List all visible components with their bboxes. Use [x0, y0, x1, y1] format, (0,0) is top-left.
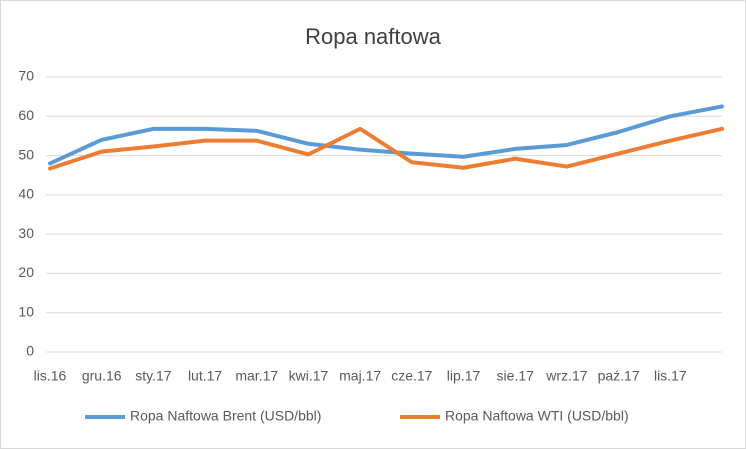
x-tick-label: gru.16: [82, 368, 122, 384]
x-tick-label: lip.17: [447, 368, 481, 384]
x-tick-label: paź.17: [598, 368, 640, 384]
x-tick-label: lut.17: [188, 368, 222, 384]
y-tick-label: 60: [18, 107, 34, 123]
series-line: [48, 126, 724, 171]
legend-label: Ropa Naftowa Brent (USD/bbl): [130, 408, 321, 424]
y-tick-label: 30: [18, 225, 34, 241]
legend-label: Ropa Naftowa WTI (USD/bbl): [445, 408, 629, 424]
x-tick-label: lis.16: [34, 368, 67, 384]
chart-title: Ropa naftowa: [305, 24, 442, 49]
x-tick-label: sty.17: [135, 368, 172, 384]
x-tick-label: sie.17: [497, 368, 535, 384]
x-tick-label: kwi.17: [289, 368, 329, 384]
x-tick-label: cze.17: [391, 368, 432, 384]
x-tick-label: mar.17: [235, 368, 278, 384]
y-tick-label: 0: [26, 343, 34, 359]
y-tick-label: 40: [18, 186, 34, 202]
y-tick-label: 10: [18, 303, 34, 319]
x-tick-label: lis.17: [654, 368, 687, 384]
y-tick-label: 70: [18, 68, 34, 84]
y-tick-label: 50: [18, 146, 34, 162]
series-line: [48, 104, 724, 166]
y-tick-label: 20: [18, 264, 34, 280]
x-tick-label: wrz.17: [545, 368, 587, 384]
x-tick-label: maj.17: [339, 368, 381, 384]
